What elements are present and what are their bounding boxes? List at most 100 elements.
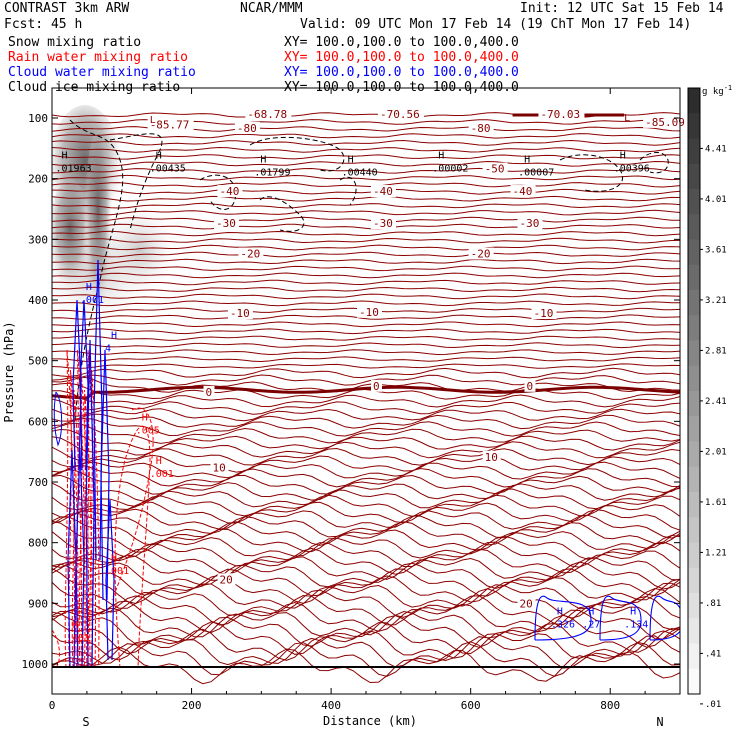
isotherm-contour	[52, 531, 680, 560]
colorbar-swatch	[688, 113, 700, 139]
colorbar-swatch	[688, 618, 700, 644]
isotherm-label: 10	[485, 451, 498, 464]
isotherm-label: -68.78	[247, 108, 287, 121]
center-title: NCAR/MMM	[240, 1, 303, 16]
isotherm-label-bg	[377, 108, 424, 120]
cloud-water-contour	[85, 339, 95, 669]
isotherm-label: -85.77	[150, 118, 190, 131]
colorbar-swatch	[688, 214, 700, 240]
isotherm-label: 0	[373, 380, 380, 393]
colorbar-swatch	[688, 643, 700, 670]
colorbar-swatch	[688, 239, 700, 266]
isotherm-label-bg	[147, 118, 194, 131]
isotherm-contour	[52, 474, 680, 502]
isotherm-label-bg	[482, 162, 508, 175]
rain-water-contour	[71, 389, 83, 669]
isotherm-contour	[52, 167, 680, 174]
isotherm-contour	[52, 582, 680, 610]
colorbar-label: 1.21	[705, 548, 727, 558]
extremum-value-label: .00396	[614, 163, 650, 174]
colorbar-label: 3.61	[705, 245, 727, 255]
isotherm-contour	[52, 567, 680, 605]
isotherm-label-bg	[643, 115, 690, 128]
cloud-ice-contour	[249, 136, 345, 172]
isotherm-contour	[52, 390, 680, 408]
isotherm-label: 20	[219, 573, 232, 586]
x-axis-end-label: N	[656, 715, 663, 729]
y-tick-label: 1000	[22, 658, 49, 671]
isotherm-contour	[52, 398, 680, 415]
isotherm-label-bg	[468, 247, 494, 260]
x-tick-label: 600	[461, 699, 481, 712]
extremum-value-label: .00440	[342, 168, 378, 179]
extremum-marker: H	[630, 607, 636, 618]
cloud-ice-contour	[639, 152, 669, 174]
isotherm-contour	[52, 547, 680, 576]
colorbar-label: 1.61	[705, 498, 727, 508]
colorbar-swatch	[688, 264, 700, 291]
isotherm-label-bg	[468, 121, 494, 134]
cloud-water-contour	[67, 449, 77, 669]
isotherm-contour	[52, 428, 680, 451]
isotherm-label-bg	[203, 385, 215, 398]
isotherm-contour	[52, 119, 680, 125]
isotherm-label: -70.56	[380, 108, 420, 121]
rain-water-contour	[114, 425, 151, 669]
isotherm-contour	[52, 160, 680, 167]
isotherm-contour	[52, 376, 680, 393]
extremum-marker: H	[348, 155, 354, 166]
rain-water-contour	[64, 349, 76, 669]
extremum-value-label: .134	[624, 620, 648, 631]
isotherm-label-bg	[245, 108, 292, 120]
extremum-marker: H	[438, 150, 444, 161]
isotherm-label-bg	[510, 185, 536, 198]
isotherm-label: 0	[206, 386, 213, 399]
cloud-water-contour	[79, 299, 89, 471]
extremum-marker: H	[61, 150, 67, 161]
isotherm-contour	[52, 286, 680, 293]
isotherm-contour	[52, 356, 680, 363]
cloud-water-contour	[100, 349, 110, 601]
isotherm-label-bg	[370, 379, 382, 392]
isotherm-contour	[52, 237, 680, 244]
low-marker: L	[150, 115, 156, 126]
isotherm-label-bg	[357, 305, 383, 318]
colorbar-label: 4.41	[705, 144, 727, 154]
extremum-marker: H	[142, 412, 148, 423]
colorbar-label: .41	[705, 649, 721, 659]
isotherm-contour	[52, 328, 680, 335]
model-title: CONTRAST 3km ARW	[4, 1, 130, 16]
isotherm-contour	[52, 223, 680, 230]
extremum-value-label: .326	[551, 620, 575, 631]
y-tick-label: 700	[28, 476, 48, 489]
isotherm-contour	[52, 641, 680, 677]
isotherm-contour	[52, 174, 680, 181]
rain-water-contours	[52, 349, 154, 669]
cloud-ice-contour	[69, 119, 124, 421]
x-axis-start-label: S	[82, 715, 89, 729]
y-tick-label: 200	[28, 173, 48, 186]
y-axis-label: Pressure (hPa)	[2, 321, 16, 422]
isotherm-label: -30	[216, 217, 236, 230]
forecast-hour: Fcst: 45 h	[4, 17, 83, 32]
isotherm-contour	[52, 321, 680, 328]
isotherm-contour	[52, 188, 680, 195]
legend-rain-xy: XY= 100.0,100.0 to 100.0,400.0	[284, 50, 519, 65]
extremum-value-label: 4	[105, 344, 111, 355]
isotherm-contour	[52, 494, 680, 517]
y-tick-label: 600	[28, 415, 48, 428]
temperature-contours	[52, 112, 680, 685]
colorbar-swatch	[688, 466, 700, 493]
extremum-marker: H	[588, 607, 594, 618]
cloud-water-contours	[53, 259, 680, 669]
colorbar-swatch	[688, 365, 700, 392]
isotherm-contour	[52, 482, 680, 510]
cloud-water-contour	[599, 595, 642, 641]
isotherm-contour	[52, 563, 680, 597]
isotherm-contour	[52, 635, 680, 669]
x-tick-label: 800	[600, 699, 620, 712]
isotherm-contour	[52, 417, 680, 437]
colorbar-label: 2.81	[705, 346, 727, 356]
cloud-ice-contour	[339, 177, 357, 206]
isotherm-label-bg	[524, 379, 536, 392]
